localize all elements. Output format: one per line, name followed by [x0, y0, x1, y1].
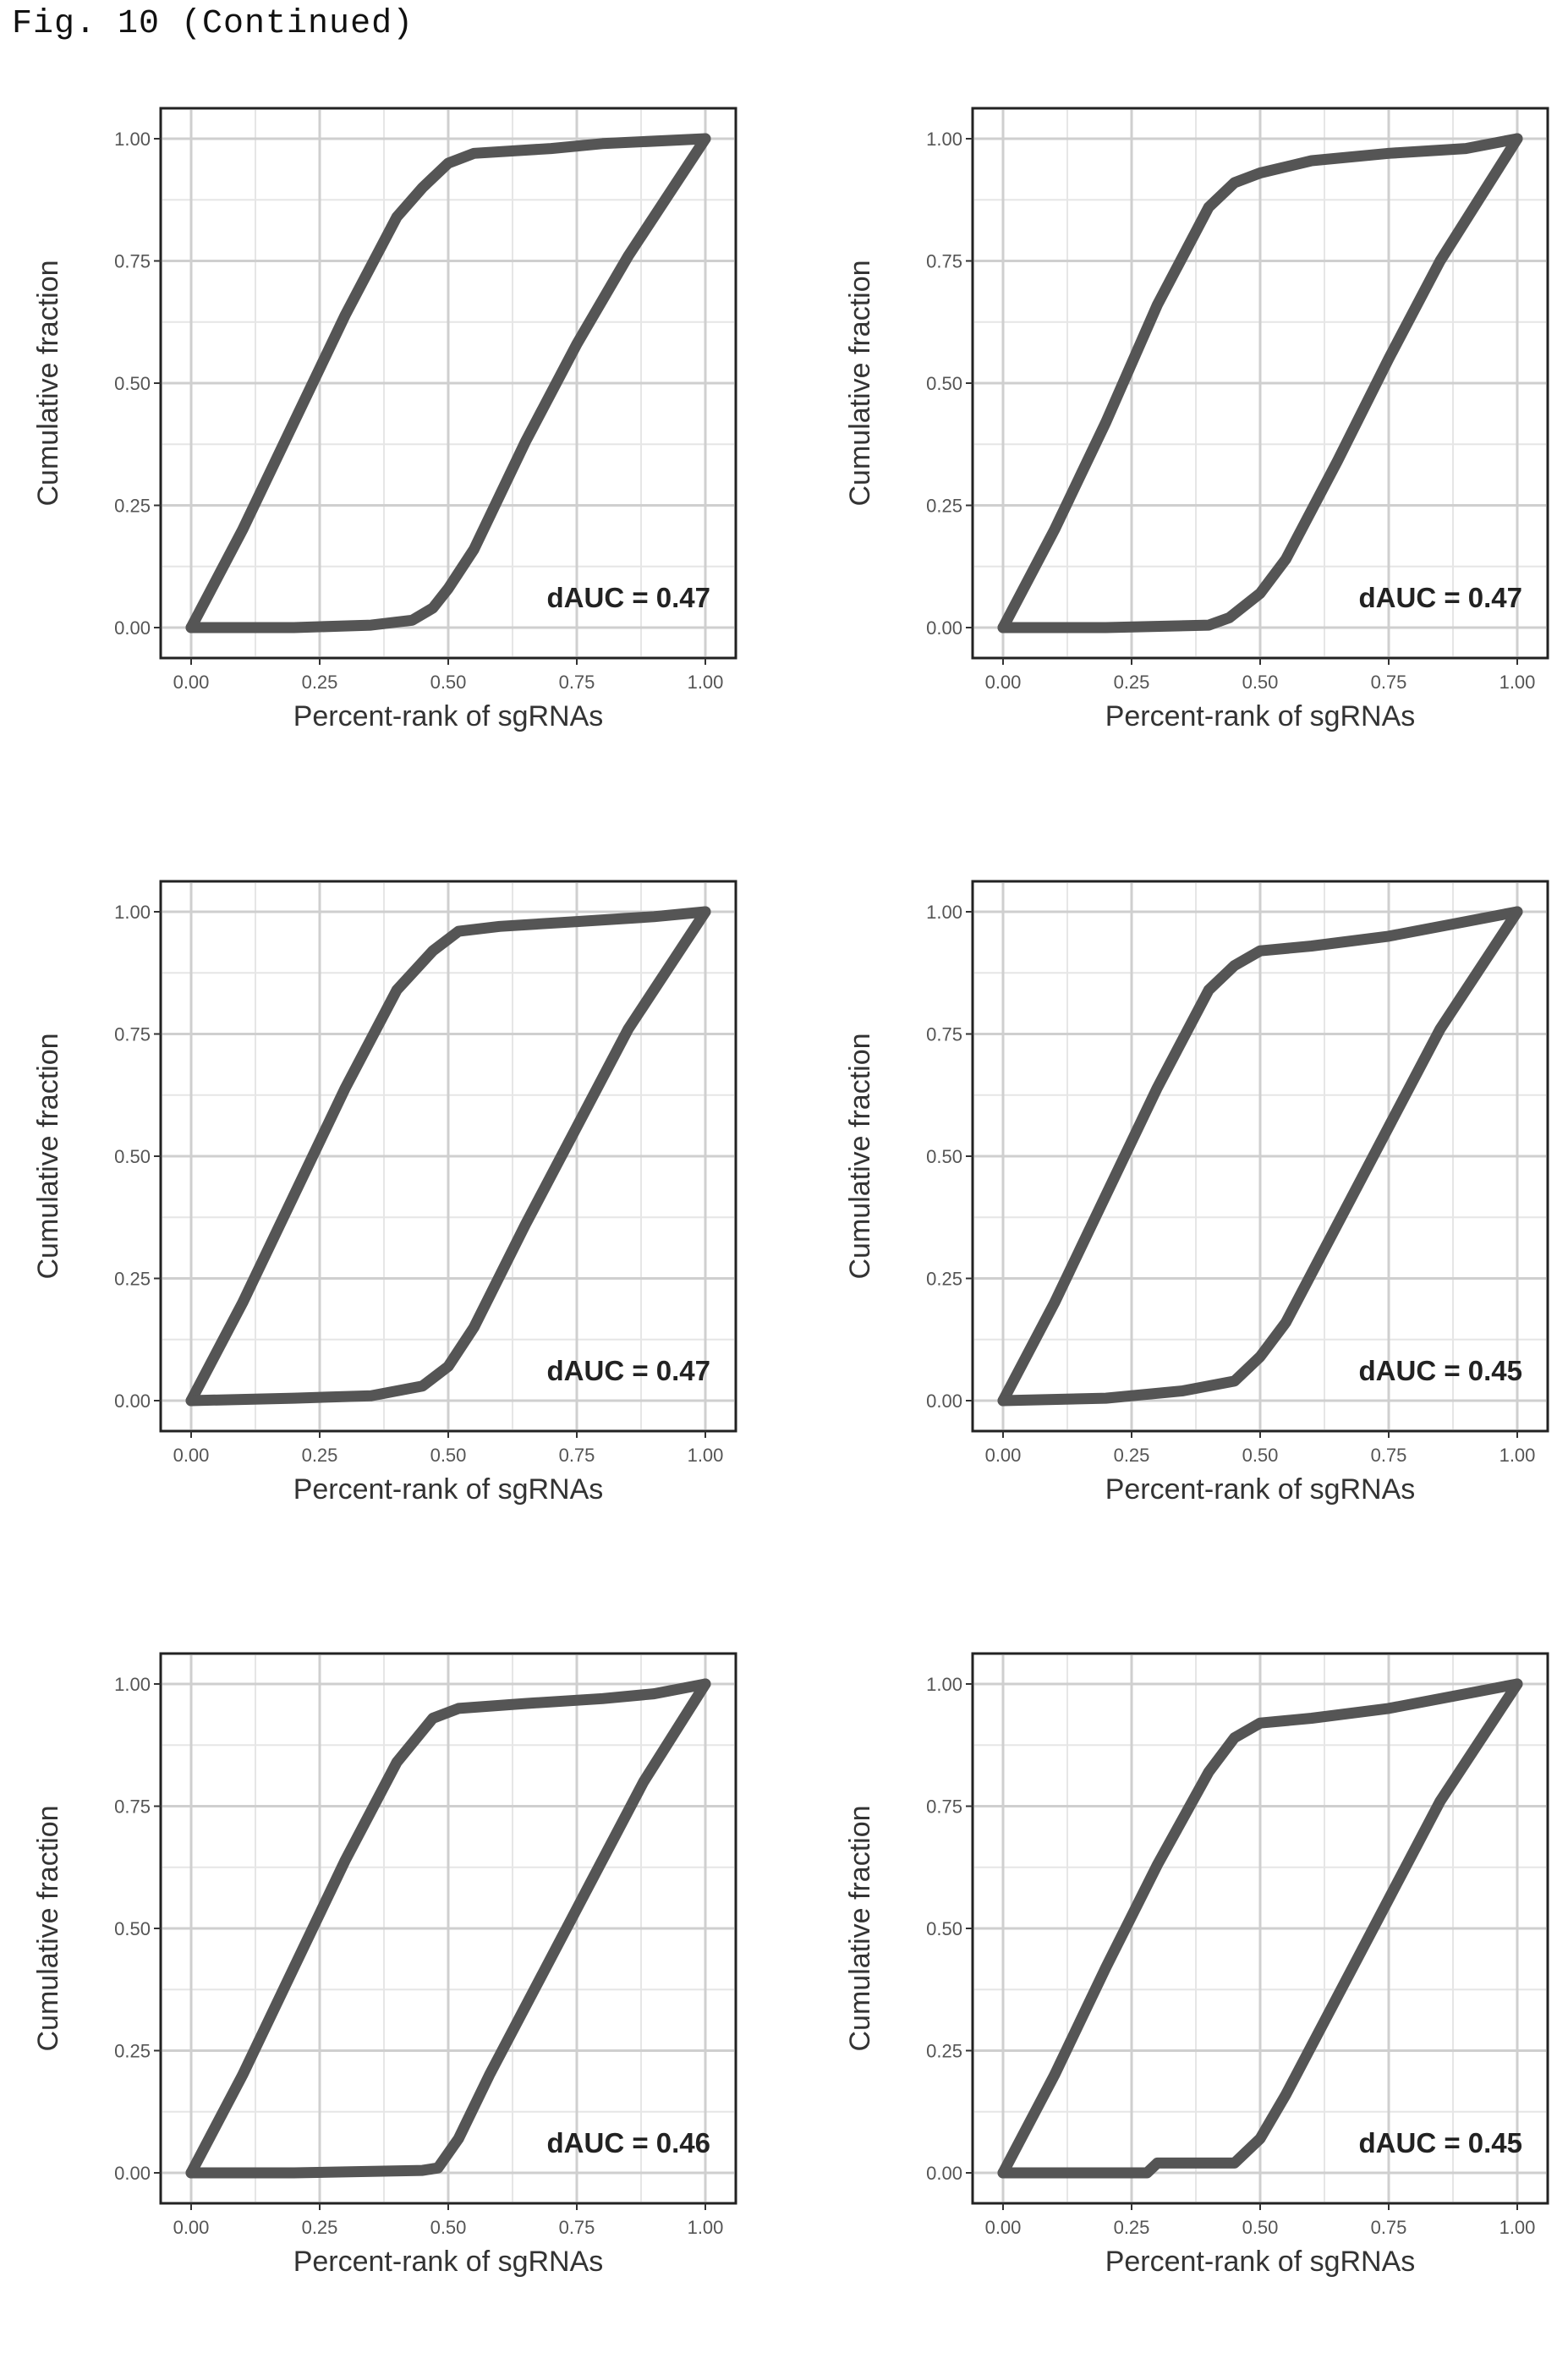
y-tick-label: 0.00: [926, 2163, 962, 2184]
figure-title: Fig. 10 (Continued): [12, 5, 414, 43]
chart-panel-5: 0.00 0.25 0.50 0.75 1.00 0.00 0.25 0.50 0.75 1.00…: [8, 1637, 770, 2364]
dauc-annotation: dAUC = 0.45: [1359, 2127, 1523, 2158]
x-tick-label: 0.75: [559, 1445, 595, 1466]
y-tick-label: 1.00: [114, 1674, 151, 1695]
dauc-annotation: dAUC = 0.47: [1359, 582, 1523, 613]
x-tick-label: 0.50: [1242, 1445, 1279, 1466]
y-tick-label: 1.00: [926, 1674, 962, 1695]
x-tick-label: 0.25: [302, 2217, 338, 2238]
x-tick-label: 0.75: [1371, 1445, 1407, 1466]
y-tick-label: 0.75: [926, 251, 962, 272]
y-tick-label: 0.50: [926, 1146, 962, 1167]
x-tick-label: 0.75: [1371, 672, 1407, 693]
x-tick-label: 0.75: [559, 2217, 595, 2238]
y-tick-label: 0.50: [114, 1918, 151, 1939]
y-tick-label: 0.75: [926, 1024, 962, 1045]
dauc-annotation: dAUC = 0.46: [547, 2127, 711, 2158]
y-tick-label: 0.00: [114, 2163, 151, 2184]
y-tick-label: 0.50: [926, 373, 962, 394]
x-tick-label: 0.00: [173, 1445, 210, 1466]
chart-panel-6: 0.00 0.25 0.50 0.75 1.00 0.00 0.25 0.50 0.75 1.00…: [820, 1637, 1568, 2364]
y-tick-label: 0.50: [926, 1918, 962, 1939]
x-tick-label: 1.00: [1499, 2217, 1536, 2238]
y-tick-label: 0.25: [114, 496, 151, 517]
x-tick-label: 0.00: [985, 2217, 1022, 2238]
x-tick-label: 0.75: [559, 672, 595, 693]
y-axis-label: Cumulative fraction: [32, 1805, 64, 2051]
x-axis-label: Percent-rank of sgRNAs: [1105, 2246, 1416, 2278]
y-tick-label: 0.75: [114, 251, 151, 272]
x-tick-label: 1.00: [1499, 1445, 1536, 1466]
y-axis-label: Cumulative fraction: [844, 1033, 876, 1279]
chart-panel-4: 0.00 0.25 0.50 0.75 1.00 0.00 0.25 0.50 0.75 1.00…: [820, 864, 1568, 1592]
y-tick-label: 1.00: [926, 129, 962, 150]
x-axis-label: Percent-rank of sgRNAs: [1105, 700, 1416, 732]
y-tick-label: 0.25: [926, 2041, 962, 2062]
x-tick-label: 0.25: [302, 1445, 338, 1466]
y-tick-label: 1.00: [114, 129, 151, 150]
y-tick-label: 0.00: [114, 1390, 151, 1412]
y-tick-label: 1.00: [114, 902, 151, 923]
y-tick-label: 0.50: [114, 1146, 151, 1167]
x-tick-label: 0.50: [430, 672, 467, 693]
x-tick-label: 1.00: [1499, 672, 1536, 693]
x-tick-label: 0.00: [985, 1445, 1022, 1466]
y-axis-label: Cumulative fraction: [844, 260, 876, 506]
x-tick-label: 0.75: [1371, 2217, 1407, 2238]
dauc-annotation: dAUC = 0.47: [547, 582, 711, 613]
y-tick-label: 0.50: [114, 373, 151, 394]
x-tick-label: 0.50: [1242, 2217, 1279, 2238]
x-tick-label: 0.25: [302, 672, 338, 693]
chart-panel-3: 0.00 0.25 0.50 0.75 1.00 0.00 0.25 0.50 0.75 1.00…: [8, 864, 770, 1592]
x-tick-label: 1.00: [688, 672, 724, 693]
x-tick-label: 1.00: [688, 1445, 724, 1466]
y-tick-label: 0.00: [926, 617, 962, 639]
x-tick-label: 0.00: [173, 672, 210, 693]
x-tick-label: 0.25: [1114, 672, 1150, 693]
y-tick-label: 0.00: [114, 617, 151, 639]
y-tick-label: 0.25: [926, 1269, 962, 1290]
y-tick-label: 0.75: [114, 1024, 151, 1045]
y-tick-label: 1.00: [926, 902, 962, 923]
dauc-annotation: dAUC = 0.45: [1359, 1355, 1523, 1386]
chart-panel-1: 0.00 0.25 0.50 0.75 1.00 0.00 0.25 0.50 0.75 1.00…: [8, 91, 770, 819]
x-tick-label: 0.25: [1114, 2217, 1150, 2238]
y-axis-label: Cumulative fraction: [32, 260, 64, 506]
x-axis-label: Percent-rank of sgRNAs: [293, 2246, 604, 2278]
y-tick-label: 0.75: [926, 1796, 962, 1818]
x-tick-label: 0.00: [173, 2217, 210, 2238]
y-tick-label: 0.25: [114, 1269, 151, 1290]
x-tick-label: 0.50: [430, 2217, 467, 2238]
x-axis-label: Percent-rank of sgRNAs: [293, 700, 604, 732]
x-tick-label: 0.25: [1114, 1445, 1150, 1466]
x-axis-label: Percent-rank of sgRNAs: [1105, 1473, 1416, 1506]
y-axis-label: Cumulative fraction: [844, 1805, 876, 2051]
y-tick-label: 0.75: [114, 1796, 151, 1818]
x-tick-label: 0.50: [1242, 672, 1279, 693]
dauc-annotation: dAUC = 0.47: [547, 1355, 711, 1386]
x-tick-label: 1.00: [688, 2217, 724, 2238]
y-axis-label: Cumulative fraction: [32, 1033, 64, 1279]
y-tick-label: 0.25: [114, 2041, 151, 2062]
y-tick-label: 0.00: [926, 1390, 962, 1412]
x-tick-label: 0.00: [985, 672, 1022, 693]
x-tick-label: 0.50: [430, 1445, 467, 1466]
y-tick-label: 0.25: [926, 496, 962, 517]
x-axis-label: Percent-rank of sgRNAs: [293, 1473, 604, 1506]
chart-panel-2: 0.00 0.25 0.50 0.75 1.00 0.00 0.25 0.50 0.75 1.00…: [820, 91, 1568, 819]
